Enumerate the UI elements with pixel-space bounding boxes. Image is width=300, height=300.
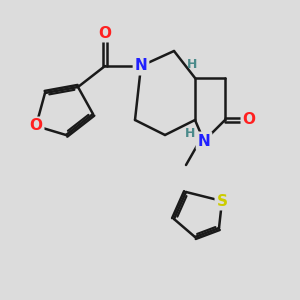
Text: H: H (185, 127, 196, 140)
Text: H: H (187, 58, 197, 71)
Text: O: O (29, 118, 43, 134)
Text: S: S (217, 194, 227, 208)
Text: N: N (198, 134, 210, 148)
Text: O: O (98, 26, 112, 40)
Text: N: N (135, 58, 147, 74)
Text: O: O (242, 112, 256, 128)
